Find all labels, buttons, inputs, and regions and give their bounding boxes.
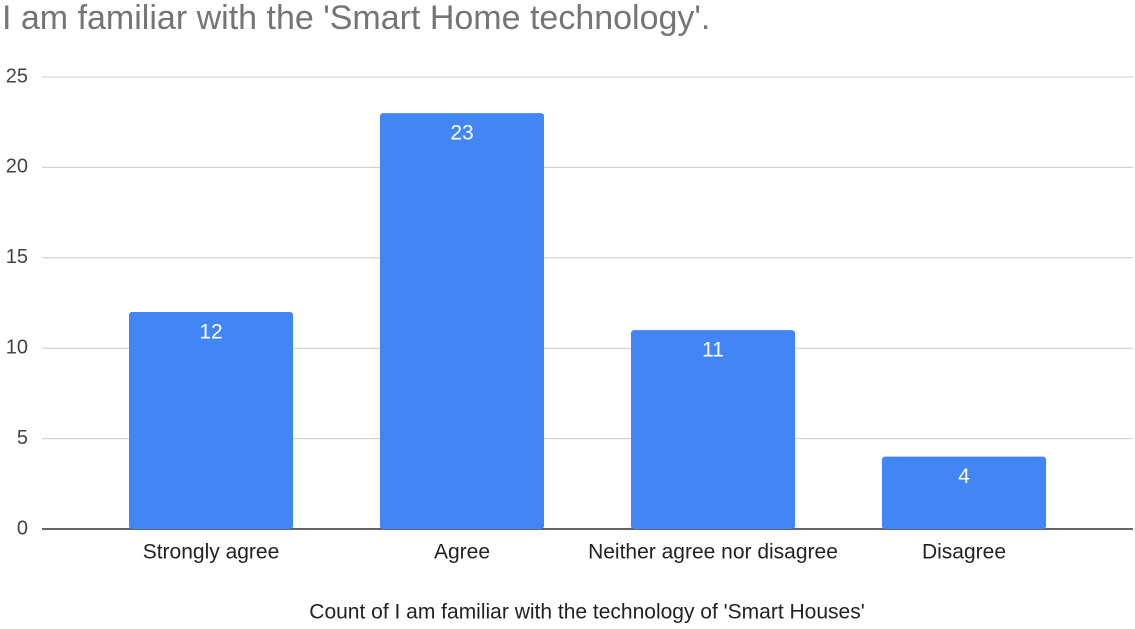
data-label: 12: [199, 321, 222, 344]
y-tick-label: 0: [17, 517, 28, 539]
y-tick-label: 20: [6, 156, 28, 178]
y-tick-label: 10: [6, 336, 28, 358]
data-label: 11: [702, 339, 724, 362]
x-axis-label: Count of I am familiar with the technolo…: [309, 601, 864, 624]
x-tick-label: Neither agree nor disagree: [588, 541, 838, 564]
y-tick-label: 15: [6, 246, 28, 268]
x-tick-label: Disagree: [922, 541, 1006, 564]
data-label: 23: [450, 122, 473, 145]
data-label: 4: [958, 465, 970, 488]
bar: [129, 312, 293, 529]
y-tick-label: 5: [17, 427, 28, 449]
bar: [380, 113, 544, 529]
x-tick-label: Strongly agree: [143, 541, 280, 564]
x-tick-label: Agree: [434, 541, 490, 564]
chart-title: I am familiar with the 'Smart Home techn…: [2, 0, 710, 37]
bar: [631, 330, 795, 529]
bar: [882, 456, 1046, 529]
y-tick-label: 25: [6, 65, 28, 87]
